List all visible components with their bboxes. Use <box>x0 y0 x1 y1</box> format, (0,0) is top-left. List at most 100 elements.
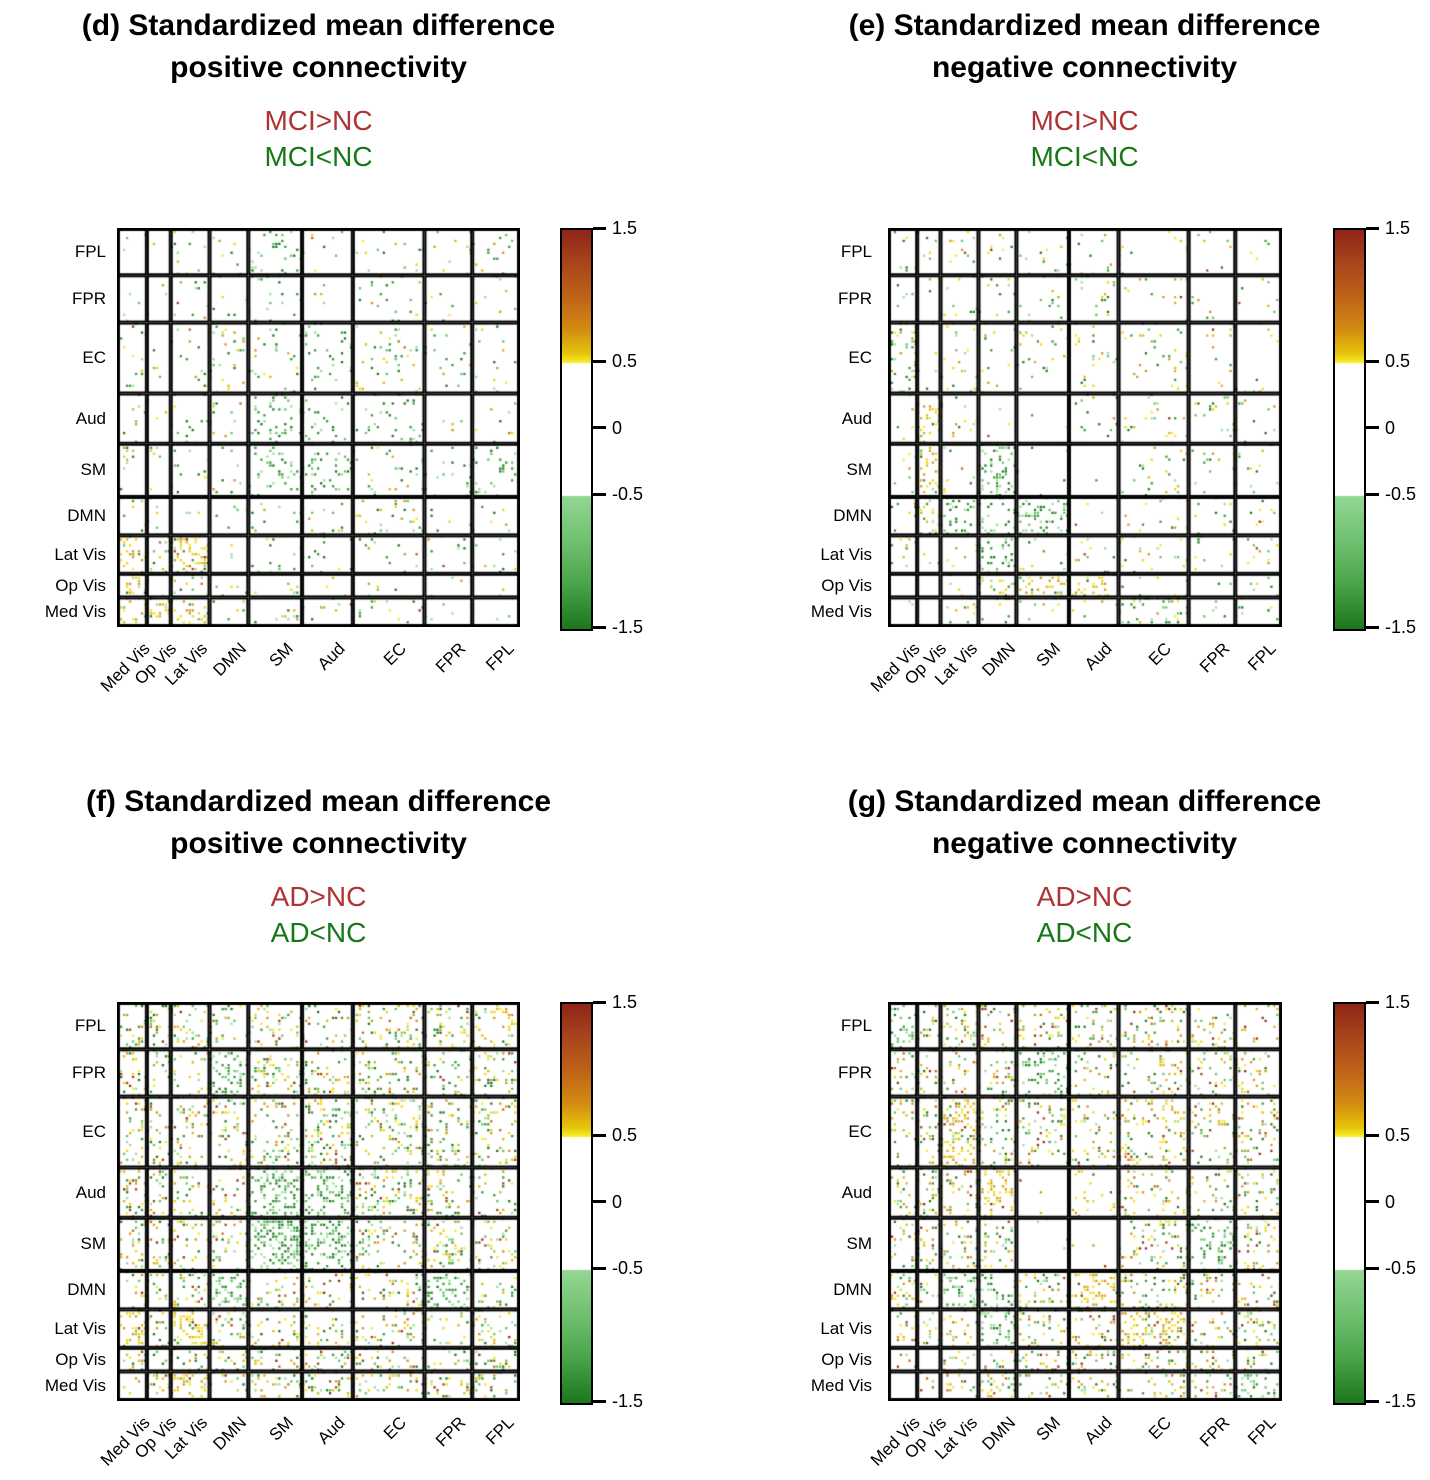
colorbar-tick-g <box>1366 1200 1379 1203</box>
row-label-e-med-vis: Med Vis <box>810 602 872 622</box>
colorbar-tick-label-f: 0.5 <box>612 1125 638 1145</box>
col-label-g-aud: Aud <box>1080 1413 1116 1448</box>
colorbar-tick-label-e: 0 <box>1385 417 1396 438</box>
col-label-g-fpr: FPR <box>1195 1413 1234 1451</box>
col-label-d-dmn: DMN <box>209 639 251 680</box>
row-label-e-fpl: FPL <box>840 241 872 261</box>
colorbar-tick-label-f: 1.5 <box>612 992 638 1012</box>
colorbar-tick-label-f: -0.5 <box>612 1258 644 1278</box>
colorbar-tick-e <box>1366 359 1379 363</box>
row-label-g-fpr: FPR <box>838 1062 872 1082</box>
col-label-f-fpr: FPR <box>432 1413 470 1451</box>
row-label-f-fpl: FPL <box>74 1015 106 1035</box>
row-label-f-med-vis: Med Vis <box>44 1376 106 1396</box>
row-label-e-sm: SM <box>846 460 873 480</box>
colorbar-tick-f <box>593 1266 606 1270</box>
col-label-d-fpl: FPL <box>482 639 518 675</box>
row-label-d-med-vis: Med Vis <box>44 602 106 622</box>
colorbar-tick-label-f: -1.5 <box>612 1391 644 1411</box>
row-label-e-ec: EC <box>848 348 872 368</box>
col-label-e-fpr: FPR <box>1195 639 1234 677</box>
panel-d-title-line1: (d) Standardized mean difference <box>81 9 556 42</box>
row-label-f-dmn: DMN <box>67 1280 106 1300</box>
row-label-d-op-vis: Op Vis <box>55 575 106 595</box>
colorbar-tick-label-f: 0 <box>612 1191 623 1212</box>
colorbar-tick-label-g: 0 <box>1385 1191 1396 1212</box>
colorbar-tick-label-g: -0.5 <box>1385 1258 1417 1278</box>
colorbar-tick-label-d: 1.5 <box>612 218 638 238</box>
row-label-g-sm: SM <box>846 1234 873 1254</box>
panel-g-title-line1: (g) Standardized mean difference <box>847 785 1322 818</box>
row-label-f-op-vis: Op Vis <box>55 1349 106 1369</box>
heatmap-matrix-e <box>888 228 1282 627</box>
panel-e-contrast-down-label: MCI<NC <box>1030 141 1139 172</box>
col-label-f-sm: SM <box>265 1413 297 1445</box>
colorbar-tick-d <box>593 426 606 429</box>
row-label-e-dmn: DMN <box>833 506 872 526</box>
heatmap-matrix-f <box>117 1002 520 1401</box>
colorbar-tick-e <box>1366 226 1379 230</box>
col-label-d-ec: EC <box>379 639 411 670</box>
row-label-g-fpl: FPL <box>840 1015 872 1035</box>
colorbar-tick-g <box>1366 1399 1379 1403</box>
row-label-f-lat-vis: Lat Vis <box>54 1318 106 1338</box>
colorbar-tick-f <box>593 1133 606 1137</box>
colorbar-tick-label-g: -1.5 <box>1385 1391 1417 1411</box>
row-label-e-fpr: FPR <box>838 288 872 308</box>
row-label-f-ec: EC <box>82 1122 106 1142</box>
row-label-f-sm: SM <box>80 1234 107 1254</box>
col-label-e-ec: EC <box>1144 639 1176 670</box>
colorbar-f <box>560 1002 593 1405</box>
colorbar-tick-g <box>1366 1000 1379 1004</box>
col-label-f-ec: EC <box>379 1413 411 1444</box>
colorbar-d <box>560 228 593 631</box>
row-label-g-aud: Aud <box>841 1182 872 1202</box>
colorbar-tick-f <box>593 1399 606 1403</box>
panel-f-contrast-up-label: AD>NC <box>270 881 367 912</box>
row-label-d-dmn: DMN <box>67 506 106 526</box>
row-label-g-op-vis: Op Vis <box>821 1349 872 1369</box>
colorbar-tick-label-e: 1.5 <box>1385 218 1411 238</box>
colorbar-tick-e <box>1366 492 1379 496</box>
col-label-g-ec: EC <box>1144 1413 1176 1444</box>
col-label-d-sm: SM <box>265 639 297 671</box>
panel-d-title-line2: positive connectivity <box>170 51 467 84</box>
col-label-g-dmn: DMN <box>978 1413 1019 1454</box>
row-label-g-med-vis: Med Vis <box>810 1376 872 1396</box>
row-label-g-ec: EC <box>848 1122 872 1142</box>
colorbar-tick-g <box>1366 1133 1379 1137</box>
panel-e-title-line2: negative connectivity <box>931 51 1238 84</box>
colorbar-e <box>1333 228 1366 631</box>
col-label-d-fpr: FPR <box>432 639 470 677</box>
colorbar-tick-d <box>593 359 606 363</box>
colorbar-tick-label-d: -0.5 <box>612 484 644 504</box>
col-label-e-sm: SM <box>1032 639 1065 671</box>
panel-f-title-line2: positive connectivity <box>170 827 467 860</box>
panel-f-contrast-down-label: AD<NC <box>270 917 367 948</box>
colorbar-tick-label-d: -1.5 <box>612 617 644 637</box>
colorbar-tick-label-g: 0.5 <box>1385 1125 1411 1145</box>
panel-g-contrast-down-label: AD<NC <box>1036 917 1133 948</box>
row-label-d-sm: SM <box>80 460 107 480</box>
col-label-d-aud: Aud <box>314 639 349 674</box>
row-label-e-aud: Aud <box>841 408 872 428</box>
heatmap-matrix-d <box>117 228 520 627</box>
col-label-f-aud: Aud <box>314 1413 349 1448</box>
panel-g-contrast-up-label: AD>NC <box>1036 881 1133 912</box>
colorbar-g <box>1333 1002 1366 1405</box>
colorbar-tick-label-d: 0 <box>612 417 623 438</box>
row-label-g-dmn: DMN <box>833 1280 872 1300</box>
row-label-d-fpr: FPR <box>72 288 106 308</box>
row-label-d-lat-vis: Lat Vis <box>54 544 106 564</box>
colorbar-tick-e <box>1366 625 1379 629</box>
row-label-f-aud: Aud <box>75 1182 106 1202</box>
panel-f-title-line1: (f) Standardized mean difference <box>85 785 552 818</box>
row-label-e-lat-vis: Lat Vis <box>820 544 872 564</box>
col-label-g-sm: SM <box>1032 1413 1065 1445</box>
col-label-e-dmn: DMN <box>978 639 1019 680</box>
panel-e-contrast-up-label: MCI>NC <box>1030 105 1139 136</box>
colorbar-tick-g <box>1366 1266 1379 1270</box>
col-label-e-fpl: FPL <box>1244 639 1281 675</box>
colorbar-tick-d <box>593 226 606 230</box>
